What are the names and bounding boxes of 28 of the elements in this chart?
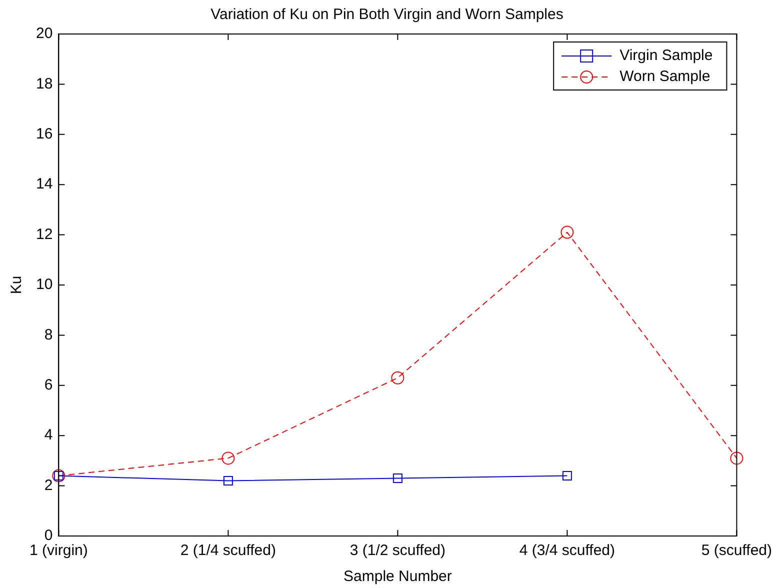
- x-tick-label: 5 (scuffed): [701, 542, 772, 560]
- point: [730, 452, 744, 465]
- x-tick-label: 4 (3/4 scuffed): [519, 542, 616, 560]
- point: [391, 371, 404, 384]
- y-tick-label: 6: [44, 376, 53, 394]
- point: [223, 476, 233, 486]
- y-tick-label: 10: [36, 276, 53, 294]
- x-tick-label: 3 (1/2 scuffed): [350, 542, 446, 560]
- x-axis-title: Sample Number: [344, 568, 452, 586]
- chart-title: Variation of Ku on Pin Both Virgin and Worn Samples: [210, 6, 564, 24]
- y-tick-label: 2: [44, 476, 53, 494]
- x-tick-label: 1 (virgin): [30, 542, 88, 560]
- y-tick-label: 16: [36, 126, 53, 143]
- point: [392, 474, 402, 484]
- point: [560, 226, 574, 239]
- y-tick-label: 12: [36, 226, 53, 243]
- point: [562, 471, 572, 481]
- x-tick-label: 2 (1/4 scuffed): [180, 542, 276, 560]
- y-tick-label: 14: [36, 176, 53, 193]
- y-tick-label: 4: [44, 426, 53, 444]
- point: [222, 452, 235, 465]
- legend-label: Virgin Sample: [620, 47, 713, 64]
- y-tick-label: 8: [44, 326, 53, 344]
- y-tick-label: 0: [44, 527, 53, 544]
- y-tick-label: 20: [36, 25, 53, 42]
- y-tick-label: 18: [36, 75, 53, 92]
- legend-label: Worn Sample: [620, 68, 710, 86]
- y-axis-title: Ku: [8, 276, 26, 294]
